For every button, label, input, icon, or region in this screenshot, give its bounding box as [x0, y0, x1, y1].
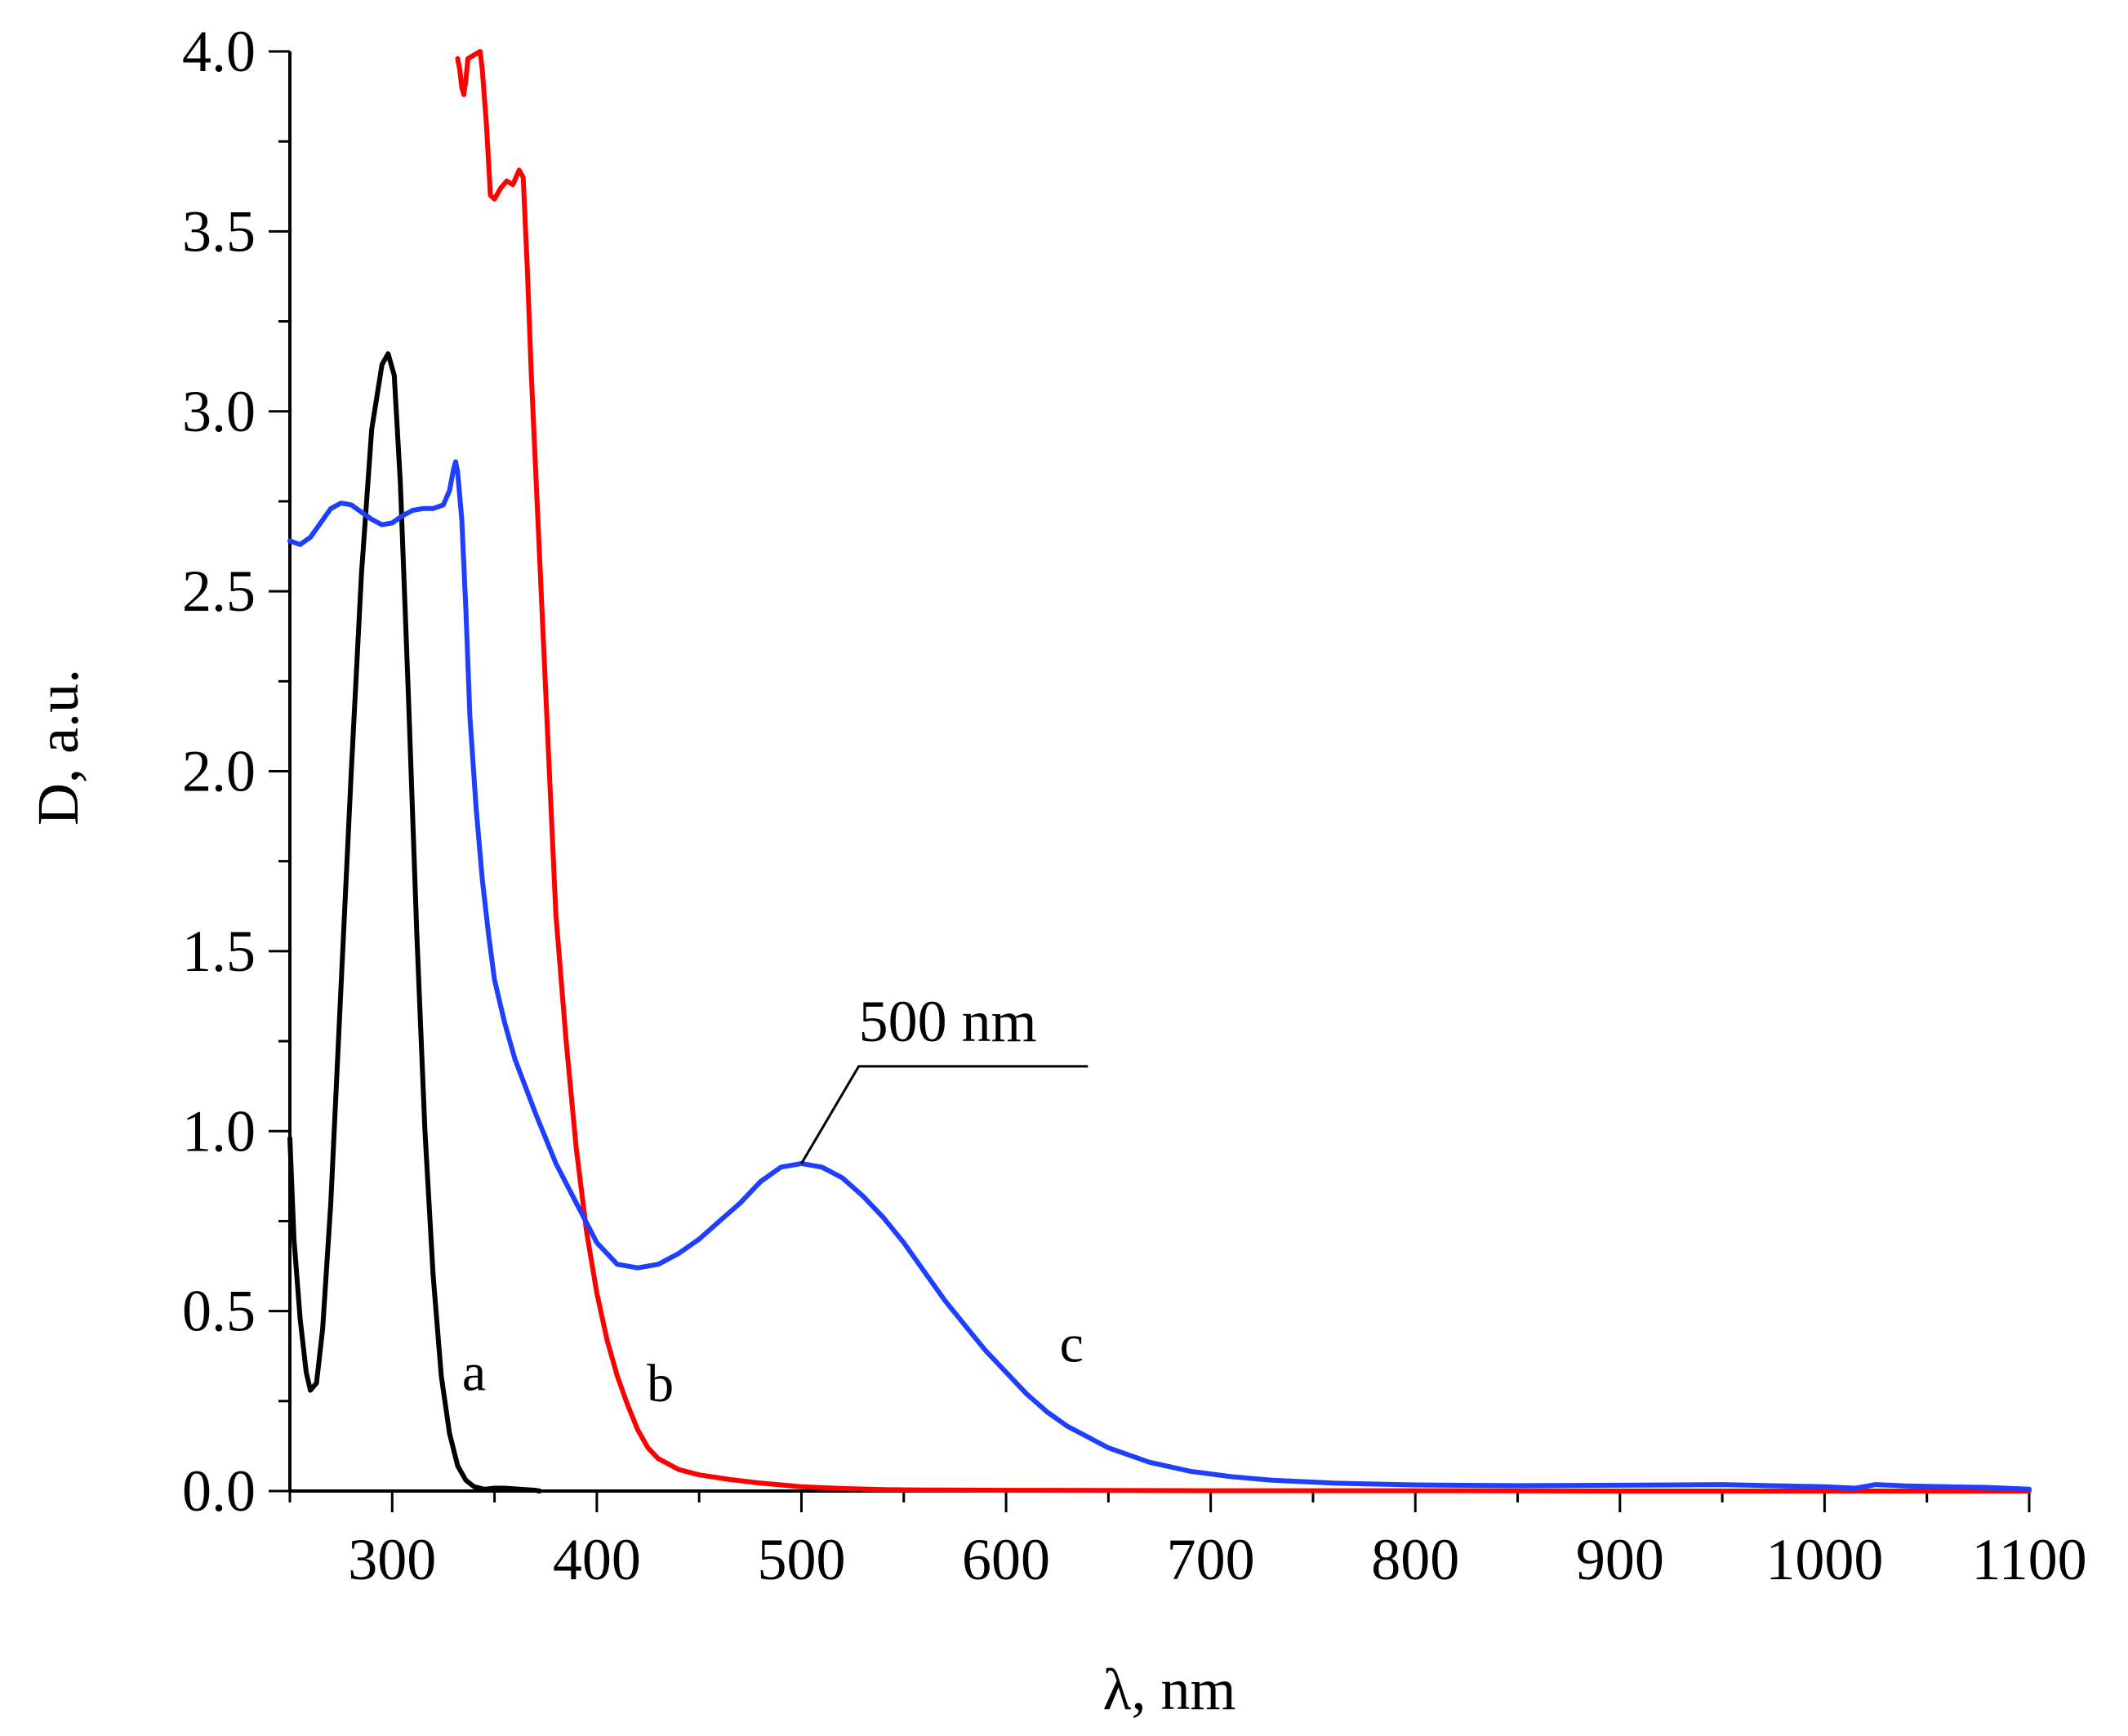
curve-label-a: a — [462, 1343, 486, 1403]
curve-label-b: b — [647, 1354, 674, 1413]
series-line-c — [287, 459, 2032, 1492]
x-tick-label: 900 — [1576, 1527, 1664, 1592]
x-tick-label: 1100 — [1971, 1527, 2086, 1592]
y-tick-label: 2.0 — [182, 739, 256, 804]
x-tick-label: 700 — [1167, 1527, 1255, 1592]
x-tick-label: 600 — [962, 1527, 1050, 1592]
x-tick-label: 300 — [348, 1527, 436, 1592]
x-tick-label: 1000 — [1765, 1527, 1883, 1592]
series-layer — [287, 49, 2032, 1493]
y-tick-label: 1.5 — [182, 919, 256, 984]
annotation-label: 500 nm — [859, 989, 1037, 1054]
y-tick-label: 3.5 — [182, 198, 256, 264]
y-tick-label: 3.0 — [182, 379, 256, 444]
x-axis: 300 400 500 600 700 800 900 1000 1100 — [288, 1489, 2087, 1592]
x-tick-label: 800 — [1371, 1527, 1459, 1592]
series-line-a — [287, 351, 542, 1493]
curve-label-c: c — [1060, 1314, 1084, 1373]
x-axis-title: λ, nm — [1103, 1657, 1236, 1722]
annotation-leader-line — [800, 1065, 1088, 1164]
y-tick-label: 0.0 — [182, 1458, 256, 1524]
y-tick-label: 0.5 — [182, 1279, 256, 1344]
y-tick-label: 1.0 — [182, 1098, 256, 1164]
x-tick-label: 500 — [757, 1527, 845, 1592]
labels-layer: a b c 500 nm — [462, 989, 1088, 1413]
x-tick-label: 400 — [553, 1527, 641, 1592]
series-line-b — [455, 49, 2032, 1493]
y-axis: 0.0 0.5 1.0 1.5 2.0 2.5 3.0 3.5 4.0 — [182, 19, 292, 1524]
y-tick-label: 4.0 — [182, 19, 256, 84]
y-axis-title: D, a.u. — [25, 669, 91, 826]
y-tick-label: 2.5 — [182, 559, 256, 624]
